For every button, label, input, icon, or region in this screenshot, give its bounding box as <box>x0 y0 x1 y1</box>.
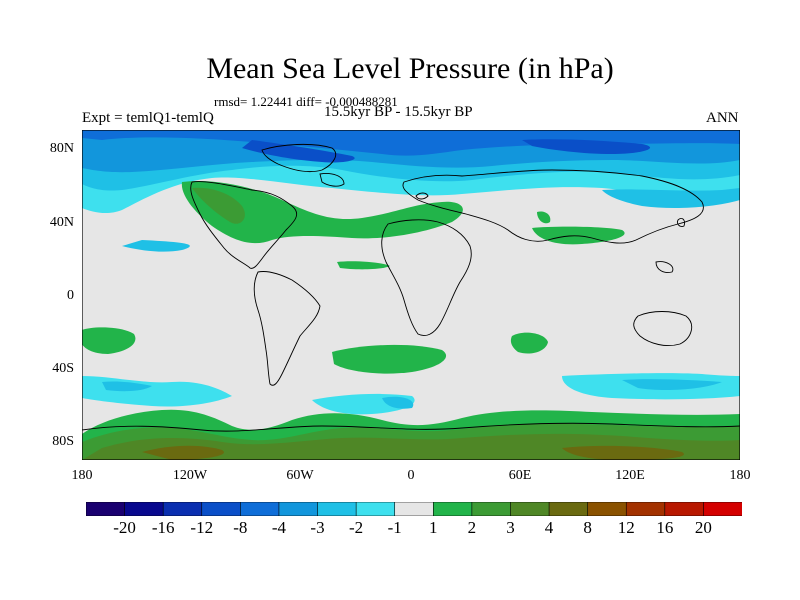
colorbar-swatch <box>240 502 280 516</box>
southern-positive-anomalies <box>82 261 548 374</box>
colorbar <box>86 502 742 516</box>
x-tick-label-180e: 180 <box>729 468 751 483</box>
northern-high-pressure-region <box>181 180 625 245</box>
colorbar-label: -8 <box>233 518 248 537</box>
colorbar-label: -20 <box>113 518 136 537</box>
stats-text: rmsd= 1.22441 diff= -0.000488281 <box>214 94 398 109</box>
x-tick-label-60w: 60W <box>286 468 314 483</box>
colorbar-swatch <box>703 502 742 516</box>
colorbar-label: -12 <box>190 518 214 537</box>
colorbar-label: 4 <box>544 518 554 537</box>
coastlines <box>82 143 740 432</box>
x-tick-label-120w: 120W <box>172 468 208 483</box>
colorbar-swatch <box>201 502 241 516</box>
pressure-difference-map <box>82 130 740 460</box>
colorbar-swatch <box>86 502 126 516</box>
colorbar-swatch <box>625 502 666 516</box>
x-tick-label-180w: 180 <box>71 468 93 483</box>
colorbar-label: 1 <box>429 518 438 537</box>
colorbar-swatch <box>664 502 705 516</box>
season-label: ANN <box>706 110 739 126</box>
colorbar-label: -16 <box>151 518 175 537</box>
y-tick-label-40n: 40N <box>49 215 74 230</box>
chart-title: Mean Sea Level Pressure (in hPa) <box>206 52 614 85</box>
northern-low-pressure-region <box>82 130 740 252</box>
colorbar-swatch <box>124 502 164 516</box>
y-tick-label-eq: 0 <box>67 288 74 303</box>
experiment-label: Expt = temlQ1-temlQ <box>82 110 214 126</box>
colorbar-swatch <box>394 502 434 516</box>
colorbar-label: -1 <box>387 518 402 537</box>
colorbar-swatch <box>471 502 512 516</box>
y-tick-label-40s: 40S <box>52 361 74 376</box>
y-tick-label-80s: 80S <box>52 434 74 449</box>
colorbar-label: 2 <box>467 518 477 537</box>
x-tick-label-60e: 60E <box>508 468 532 483</box>
x-tick-label-120e: 120E <box>615 468 645 483</box>
colorbar-label: 8 <box>583 518 592 537</box>
colorbar-label: 12 <box>617 518 635 537</box>
colorbar-swatch <box>162 502 203 516</box>
colorbar-swatch <box>510 502 550 516</box>
antarctic-positive-anomalies <box>82 409 740 460</box>
colorbar-label: 3 <box>506 518 515 537</box>
southern-low-pressure-region <box>82 373 740 415</box>
colorbar-label: -3 <box>310 518 325 537</box>
colorbar-swatch <box>548 502 589 516</box>
colorbar-swatch <box>317 502 357 516</box>
colorbar-swatch <box>278 502 319 516</box>
y-tick-label-80n: 80N <box>49 141 74 156</box>
colorbar-label: -2 <box>349 518 364 537</box>
colorbar-label: -4 <box>271 518 287 537</box>
period-label: 15.5kyr BP - 15.5kyr BP <box>324 104 473 120</box>
colorbar-swatch <box>587 502 627 516</box>
colorbar-swatch <box>432 502 473 516</box>
colorbar-label: 16 <box>656 518 674 537</box>
x-tick-label-0: 0 <box>407 468 415 483</box>
colorbar-label: 20 <box>694 518 712 537</box>
colorbar-swatch <box>355 502 396 516</box>
